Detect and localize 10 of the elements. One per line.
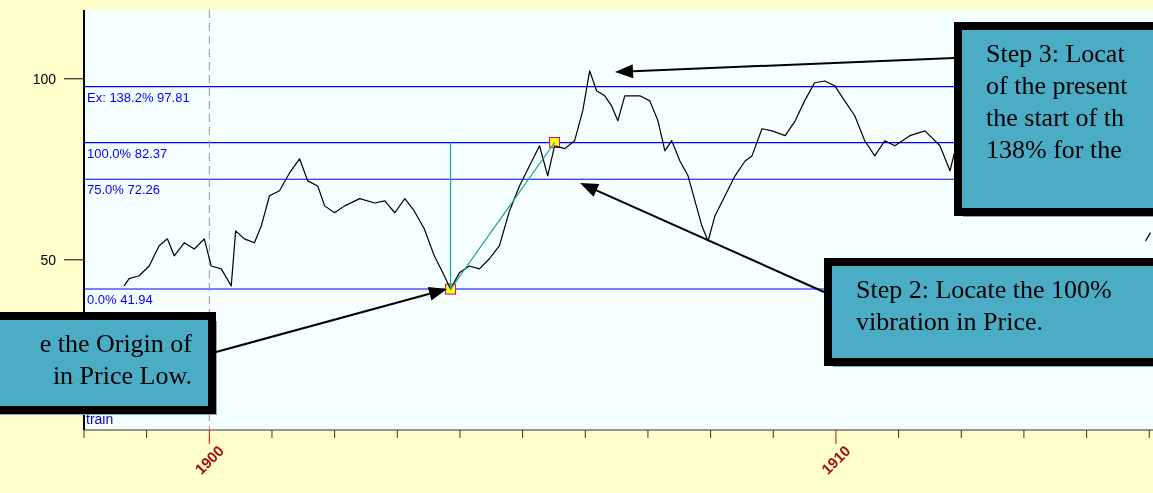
annotation: e the Origin of in Price Low. bbox=[39, 329, 193, 390]
y-tick-label: 50 bbox=[40, 251, 57, 268]
ref-line-label: 0.0% 41.94 bbox=[87, 292, 153, 308]
annotation: train bbox=[86, 411, 114, 427]
ref-line-label: 75.0% 72.26 bbox=[87, 182, 161, 198]
ref-line-label: Ex: 138.2% 97.81 bbox=[87, 89, 190, 105]
annotation: Step 3: Locat of the present the start of th 138% for the bbox=[986, 39, 1129, 164]
annotation: Step 2: Locate the 100% vibration in Price. bbox=[856, 275, 1112, 336]
ref-line-label: 100.0% 82.37 bbox=[87, 145, 168, 161]
y-tick-label: 100 bbox=[32, 70, 57, 87]
